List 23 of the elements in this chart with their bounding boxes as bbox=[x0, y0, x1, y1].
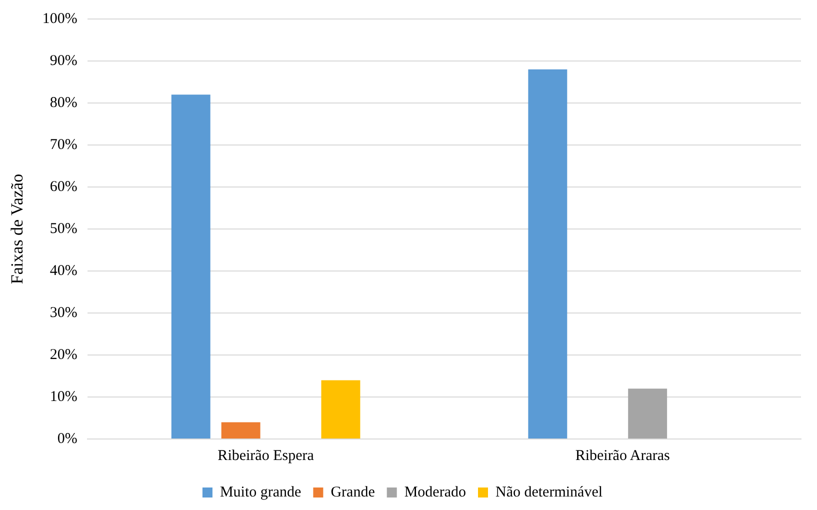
x-tick-label: Ribeirão Araras bbox=[575, 448, 670, 464]
y-tick-label: 80% bbox=[50, 94, 78, 111]
bar bbox=[321, 380, 360, 438]
bar bbox=[628, 388, 668, 438]
legend-label: Moderado bbox=[404, 484, 466, 500]
bar bbox=[221, 422, 260, 438]
y-tick-label: 90% bbox=[50, 52, 78, 69]
y-tick-label: 40% bbox=[50, 262, 78, 279]
y-tick-label: 100% bbox=[42, 10, 78, 27]
y-tick-label: 60% bbox=[50, 178, 78, 195]
y-axis-title: Faixas de Vazão bbox=[8, 174, 27, 284]
y-tick-label: 50% bbox=[50, 220, 78, 237]
legend-label: Grande bbox=[330, 484, 376, 500]
bar bbox=[171, 94, 210, 438]
bar bbox=[528, 69, 568, 438]
y-tick-label: 30% bbox=[50, 304, 78, 321]
legend-label: Muito grande bbox=[220, 484, 302, 500]
y-tick-label: 20% bbox=[50, 346, 78, 363]
legend-label: Não determinável bbox=[495, 484, 603, 500]
x-tick-label: Ribeirão Espera bbox=[218, 448, 314, 464]
y-tick-label: 0% bbox=[57, 430, 78, 447]
y-tick-label: 70% bbox=[50, 136, 78, 153]
y-tick-label: 10% bbox=[50, 388, 78, 405]
